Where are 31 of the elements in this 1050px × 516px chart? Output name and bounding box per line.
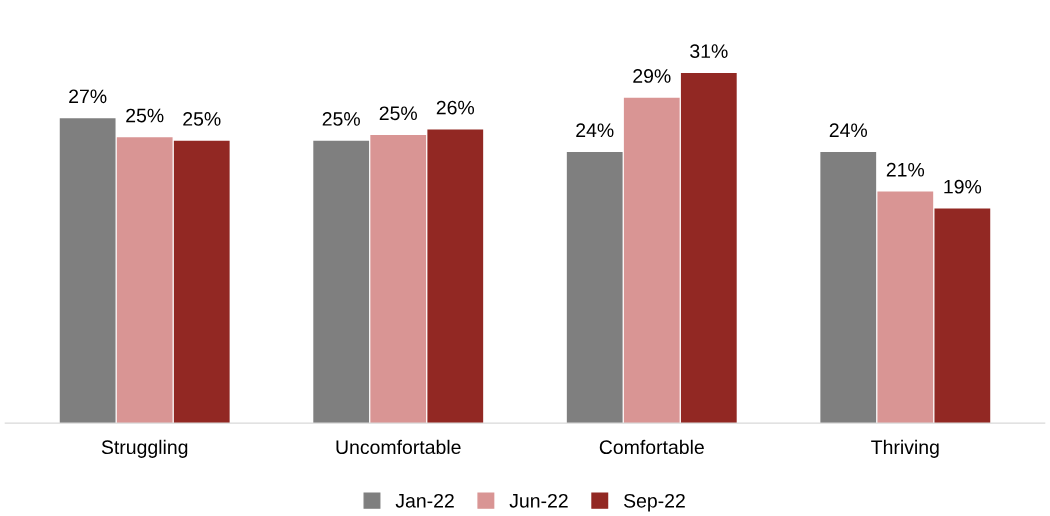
bar bbox=[680, 72, 737, 424]
data-label: 27% bbox=[69, 89, 107, 104]
bar bbox=[427, 129, 484, 424]
legend-label: Jan-22 bbox=[395, 493, 454, 508]
x-tick-label: Comfortable bbox=[599, 439, 704, 455]
data-label: 19% bbox=[944, 179, 982, 194]
bar bbox=[59, 118, 116, 424]
legend-label: Sep-22 bbox=[623, 493, 685, 512]
data-label: 25% bbox=[322, 112, 360, 126]
data-label: 25% bbox=[379, 106, 417, 121]
data-label: 24% bbox=[576, 123, 614, 138]
x-tick-label: Uncomfortable bbox=[336, 439, 461, 455]
bar bbox=[370, 135, 427, 424]
data-label: 21% bbox=[886, 162, 925, 177]
data-label: 31% bbox=[690, 44, 728, 59]
data-label: 26% bbox=[436, 100, 475, 115]
x-tick-label: Thriving bbox=[871, 439, 939, 458]
bar bbox=[623, 97, 680, 424]
legend-label: Jun-22 bbox=[509, 493, 568, 508]
data-label: 25% bbox=[126, 108, 164, 123]
bar bbox=[566, 152, 623, 424]
bar bbox=[116, 137, 173, 424]
bar bbox=[313, 140, 370, 424]
x-tick-label: Struggling bbox=[101, 439, 188, 458]
bar bbox=[173, 140, 230, 424]
data-label: 24% bbox=[829, 123, 868, 138]
data-label: 25% bbox=[183, 112, 221, 126]
data-label: 29% bbox=[633, 69, 671, 83]
bar bbox=[877, 191, 934, 424]
bar bbox=[934, 208, 991, 424]
bar bbox=[820, 152, 877, 424]
